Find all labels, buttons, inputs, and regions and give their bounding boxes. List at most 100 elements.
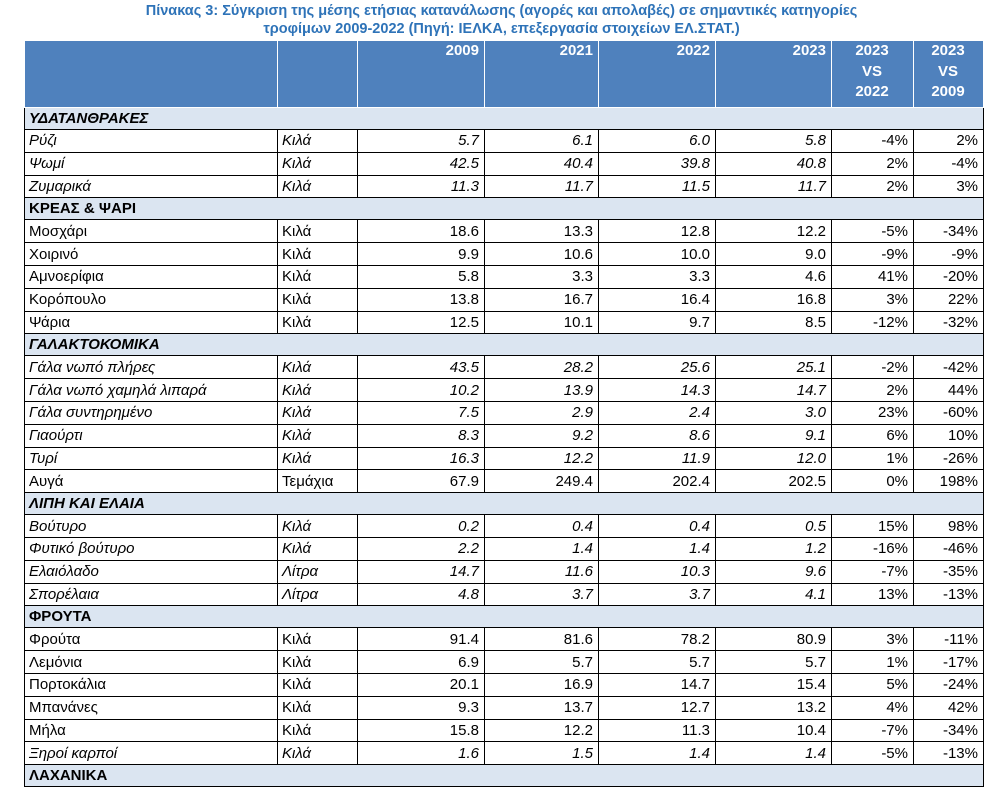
change-2023-vs-2009: 3% <box>913 174 984 199</box>
value-2009: 7.5 <box>357 400 485 425</box>
value-2022: 11.9 <box>598 446 716 471</box>
section-filler-cell <box>913 333 984 357</box>
header-cmp1-c: 2022 <box>855 83 889 100</box>
item-unit: Κιλά <box>277 536 358 561</box>
section-filler-cell <box>831 764 914 788</box>
section-filler-cell <box>484 107 599 130</box>
section-title: ΚΡΕΑΣ & ΨΑΡΙ <box>24 197 278 221</box>
table-row: Αυγά Τεμάχια 67.9 249.4 202.4 202.5 0% 198% <box>24 469 984 494</box>
section-filler-cell <box>598 107 716 130</box>
section-filler-cell <box>277 333 358 357</box>
value-2022: 12.7 <box>598 695 716 720</box>
table-row: Κορόπουλο Κιλά 13.8 16.7 16.4 16.8 3% 22% <box>24 287 984 312</box>
change-2023-vs-2022: 2% <box>831 151 914 176</box>
value-2021: 3.3 <box>484 264 599 289</box>
value-2009: 18.6 <box>357 219 485 244</box>
change-2023-vs-2009: -46% <box>913 536 984 561</box>
change-2023-vs-2009: -11% <box>913 627 984 652</box>
change-2023-vs-2009: 2% <box>913 129 984 153</box>
change-2023-vs-2022: 6% <box>831 423 914 448</box>
section-filler-cell <box>598 197 716 221</box>
section-filler-cell <box>715 605 832 629</box>
item-unit: Κιλά <box>277 695 358 720</box>
section-filler-cell <box>831 107 914 130</box>
value-2022: 5.7 <box>598 650 716 674</box>
value-2023: 4.6 <box>715 264 832 289</box>
value-2023: 14.7 <box>715 378 832 402</box>
value-2021: 12.2 <box>484 718 599 743</box>
item-unit: Κιλά <box>277 174 358 199</box>
value-2023: 4.1 <box>715 582 832 607</box>
table-row: Ψωμί Κιλά 42.5 40.4 39.8 40.8 2% -4% <box>24 151 984 176</box>
value-2023: 202.5 <box>715 469 832 494</box>
change-2023-vs-2009: -42% <box>913 355 984 380</box>
table-row: Λεμόνια Κιλά 6.9 5.7 5.7 5.7 1% -17% <box>24 650 984 674</box>
value-2022: 10.3 <box>598 559 716 584</box>
item-name: Ζυμαρικά <box>24 174 278 199</box>
value-2021: 16.7 <box>484 287 599 312</box>
section-filler-cell <box>277 764 358 788</box>
change-2023-vs-2009: 22% <box>913 287 984 312</box>
section-filler-cell <box>277 605 358 629</box>
value-2022: 9.7 <box>598 310 716 335</box>
table-row: Ελαιόλαδο Λίτρα 14.7 11.6 10.3 9.6 -7% -35% <box>24 559 984 584</box>
section-filler-cell <box>357 333 485 357</box>
change-2023-vs-2022: -5% <box>831 219 914 244</box>
value-2022: 3.3 <box>598 264 716 289</box>
section-filler-cell <box>913 764 984 788</box>
value-2022: 25.6 <box>598 355 716 380</box>
change-2023-vs-2009: -35% <box>913 559 984 584</box>
section-filler-cell <box>913 107 984 130</box>
consumption-table: 2009 2021 2022 2023 2023 VS 2022 2023 VS… <box>24 40 984 788</box>
item-unit: Κιλά <box>277 310 358 335</box>
change-2023-vs-2009: -32% <box>913 310 984 335</box>
value-2021: 13.3 <box>484 219 599 244</box>
item-unit: Κιλά <box>277 650 358 674</box>
section-filler-cell <box>715 107 832 130</box>
item-name: Χοιρινό <box>24 242 278 266</box>
item-name: Σπορέλαια <box>24 582 278 607</box>
header-2023: 2023 <box>715 40 832 108</box>
value-2021: 28.2 <box>484 355 599 380</box>
value-2022: 202.4 <box>598 469 716 494</box>
table-header: 2009 2021 2022 2023 2023 VS 2022 2023 VS… <box>24 40 984 108</box>
item-unit: Κιλά <box>277 423 358 448</box>
value-2023: 16.8 <box>715 287 832 312</box>
change-2023-vs-2009: -13% <box>913 582 984 607</box>
table-row: Τυρί Κιλά 16.3 12.2 11.9 12.0 1% -26% <box>24 446 984 471</box>
item-name: Ελαιόλαδο <box>24 559 278 584</box>
value-2009: 0.2 <box>357 514 485 538</box>
value-2023: 40.8 <box>715 151 832 176</box>
value-2009: 1.6 <box>357 741 485 766</box>
value-2021: 0.4 <box>484 514 599 538</box>
value-2009: 15.8 <box>357 718 485 743</box>
item-unit: Κιλά <box>277 627 358 652</box>
header-2021: 2021 <box>484 40 599 108</box>
section-filler-cell <box>598 492 716 516</box>
change-2023-vs-2022: 4% <box>831 695 914 720</box>
section-filler-cell <box>913 492 984 516</box>
section-filler-cell <box>831 605 914 629</box>
change-2023-vs-2009: -24% <box>913 672 984 697</box>
item-unit: Κιλά <box>277 355 358 380</box>
change-2023-vs-2022: 5% <box>831 672 914 697</box>
table-row: Χοιρινό Κιλά 9.9 10.6 10.0 9.0 -9% -9% <box>24 242 984 266</box>
value-2021: 5.7 <box>484 650 599 674</box>
change-2023-vs-2022: 1% <box>831 446 914 471</box>
item-name: Πορτοκάλια <box>24 672 278 697</box>
value-2009: 42.5 <box>357 151 485 176</box>
change-2023-vs-2022: 3% <box>831 287 914 312</box>
section-filler-cell <box>715 197 832 221</box>
value-2021: 6.1 <box>484 129 599 153</box>
item-unit: Κιλά <box>277 446 358 471</box>
change-2023-vs-2022: 13% <box>831 582 914 607</box>
value-2009: 13.8 <box>357 287 485 312</box>
header-2022: 2022 <box>598 40 716 108</box>
item-unit: Κιλά <box>277 514 358 538</box>
value-2022: 1.4 <box>598 741 716 766</box>
item-name: Μήλα <box>24 718 278 743</box>
section-filler-cell <box>357 492 485 516</box>
value-2021: 16.9 <box>484 672 599 697</box>
value-2022: 8.6 <box>598 423 716 448</box>
value-2022: 14.3 <box>598 378 716 402</box>
